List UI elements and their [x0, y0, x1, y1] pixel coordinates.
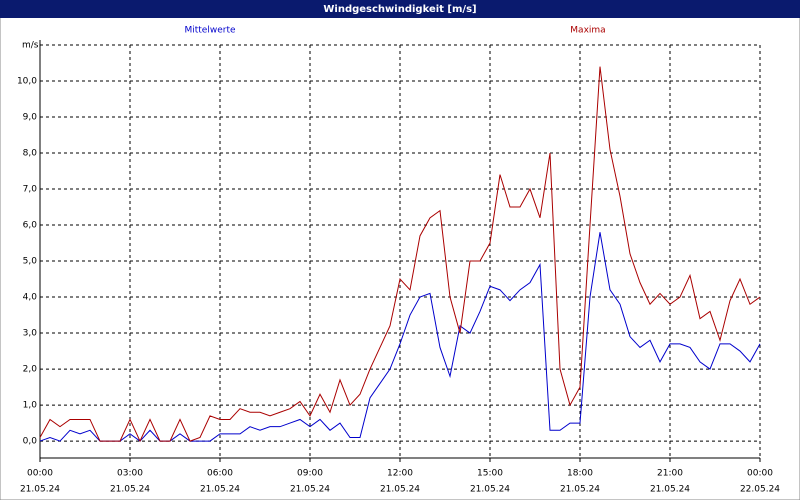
x-tick-label: 03:00 [117, 469, 143, 479]
y-tick-label: 7,0 [23, 185, 38, 195]
y-tick-label: 9,0 [23, 113, 38, 123]
y-tick-label: 2,0 [23, 365, 38, 375]
x-tick-date: 22.05.24 [740, 485, 780, 495]
y-unit: m/s [22, 41, 39, 51]
x-tick-date: 21.05.24 [470, 485, 510, 495]
y-tick-label: 1,0 [23, 401, 38, 411]
x-tick-label: 18:00 [567, 469, 593, 479]
x-tick-date: 21.05.24 [200, 485, 240, 495]
x-tick-date: 21.05.24 [110, 485, 150, 495]
y-tick-label: 3,0 [23, 329, 38, 339]
y-tick-label: 4,0 [23, 293, 38, 303]
y-tick-label: 10,0 [17, 77, 37, 87]
y-tick-label: 6,0 [23, 221, 38, 231]
y-tick-label: 5,0 [23, 257, 38, 267]
chart-title: Windgeschwindigkeit [m/s] [323, 4, 476, 15]
y-tick-label: 8,0 [23, 149, 38, 159]
legend-entry: Maxima [570, 26, 605, 36]
title-bar [0, 0, 800, 18]
series-line [39, 66, 761, 443]
x-tick-label: 00:00 [27, 469, 53, 479]
x-tick-label: 12:00 [387, 469, 413, 479]
x-tick-date: 21.05.24 [20, 485, 60, 495]
x-tick-label: 21:00 [657, 469, 683, 479]
x-tick-date: 21.05.24 [560, 485, 600, 495]
legend-entry: Mittelwerte [184, 26, 235, 36]
x-tick-label: 00:00 [747, 469, 773, 479]
x-tick-date: 21.05.24 [650, 485, 690, 495]
x-tick-date: 21.05.24 [290, 485, 330, 495]
x-tick-label: 06:00 [207, 469, 233, 479]
y-tick-label: 0,0 [23, 437, 38, 447]
x-tick-date: 21.05.24 [380, 485, 420, 495]
x-tick-label: 15:00 [477, 469, 503, 479]
x-tick-label: 09:00 [297, 469, 323, 479]
